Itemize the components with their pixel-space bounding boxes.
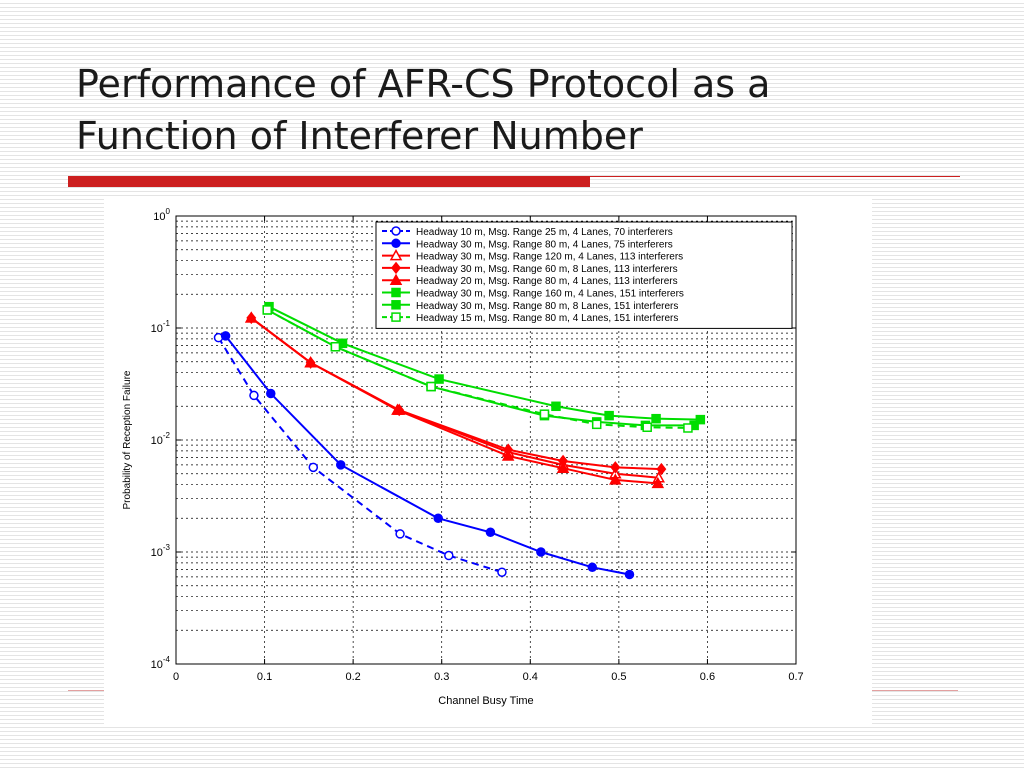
data-point: [587, 562, 598, 573]
data-point: [642, 422, 652, 432]
slide-title: Performance of AFR-CS Protocol as a Func…: [76, 58, 976, 162]
legend-swatch-marker: [391, 287, 401, 298]
legend-entry-label: Headway 15 m, Msg. Range 80 m, 4 Lanes, …: [416, 313, 678, 324]
data-point: [683, 423, 693, 433]
chart: 0 0.1 0.2 0.3 0.4 0.5 0.6 0.7 100 10-1 10-2 10-3 10-…: [122, 207, 804, 707]
x-tick-label: 0.2: [345, 671, 360, 683]
legend-entry-label: Headway 30 m, Msg. Range 120 m, 4 Lanes,…: [416, 252, 683, 263]
data-point: [308, 462, 319, 473]
footer-rule-right: [870, 690, 958, 691]
legend-box: [375, 221, 793, 329]
data-point: [695, 414, 706, 425]
legend: Headway 10 m, Msg. Range 25 m, 4 Lanes, …: [375, 221, 793, 329]
data-point: [651, 476, 665, 489]
data-point: [434, 374, 444, 384]
legend-swatch-marker: [391, 238, 401, 249]
data-point: [395, 529, 405, 539]
data-point: [624, 569, 635, 580]
data-point: [485, 527, 496, 538]
data-point: [539, 409, 550, 419]
legend-swatch-marker: [391, 300, 401, 310]
legend-entry-label: Headway 30 m, Msg. Range 160 m, 4 Lanes,…: [416, 289, 684, 300]
data-point: [245, 311, 258, 323]
series-1: [213, 332, 507, 577]
data-point: [444, 550, 454, 561]
title-underline-rule: [590, 176, 960, 177]
legend-swatch-marker: [389, 273, 403, 285]
y-tick-label: 10-2: [151, 431, 171, 447]
x-tick-label: 0.1: [257, 671, 272, 683]
data-point: [591, 419, 602, 430]
data-point: [220, 331, 231, 341]
slide-title-line-2: Function of Interferer Number: [76, 114, 643, 158]
slide-title-line-1: Performance of AFR-CS Protocol as a: [76, 62, 771, 106]
data-point: [330, 342, 341, 352]
data-point: [304, 356, 317, 368]
chart-figure: 0 0.1 0.2 0.3 0.4 0.5 0.6 0.7 100 10-1 10-2 10-3 10-…: [104, 196, 872, 724]
data-point: [656, 462, 667, 476]
x-tick-label: 0.5: [611, 671, 626, 683]
x-tick-label: 0.3: [434, 671, 449, 683]
series-line: [224, 335, 630, 576]
series-2: [220, 331, 635, 580]
data-point: [335, 460, 346, 470]
legend-swatch-marker: [391, 261, 401, 275]
data-point: [551, 401, 561, 412]
x-tick-label: 0: [173, 671, 179, 683]
x-tick-label: 0.6: [700, 671, 715, 683]
data-point: [262, 305, 272, 315]
series-line: [250, 317, 658, 485]
footer-rule-left: [68, 690, 108, 691]
y-axis-label: Probability of Reception Failure: [122, 370, 133, 509]
data-point: [426, 381, 436, 392]
data-point: [497, 567, 507, 577]
x-tick-label: 0.7: [788, 671, 803, 683]
series-3: [245, 311, 665, 483]
legend-entry-label: Headway 30 m, Msg. Range 60 m, 8 Lanes, …: [416, 264, 678, 275]
legend-swatch-marker: [389, 249, 403, 261]
y-tick-label: 100: [153, 207, 170, 223]
data-point: [604, 410, 614, 421]
series-8: [262, 305, 693, 433]
legend-swatch-marker: [391, 312, 401, 322]
y-tick-label: 10-1: [151, 319, 171, 335]
title-underline-bar: [68, 176, 590, 187]
data-point: [391, 403, 404, 415]
legend-entry-label: Headway 30 m, Msg. Range 80 m, 4 Lanes, …: [416, 239, 673, 250]
data-point: [651, 413, 661, 424]
y-tick-label: 10-3: [151, 543, 171, 559]
legend-entry-label: Headway 10 m, Msg. Range 25 m, 4 Lanes, …: [416, 227, 673, 238]
legend-swatch-marker: [391, 226, 401, 236]
data-point: [249, 390, 259, 401]
data-point: [501, 449, 515, 461]
x-axis-label: Channel Busy Time: [438, 695, 533, 707]
data-point: [266, 388, 276, 399]
data-point: [433, 513, 443, 524]
series-5: [245, 311, 665, 489]
data-point: [609, 473, 622, 485]
legend-entry-label: Headway 30 m, Msg. Range 80 m, 8 Lanes, …: [416, 301, 678, 312]
x-tick-label: 0.4: [523, 671, 538, 683]
series-line: [250, 317, 659, 479]
y-tick-label: 10-4: [151, 655, 171, 671]
data-point: [556, 461, 570, 473]
data-point: [610, 461, 621, 474]
legend-entry-label: Headway 20 m, Msg. Range 80 m, 4 Lanes, …: [416, 276, 678, 287]
data-point: [536, 547, 546, 557]
